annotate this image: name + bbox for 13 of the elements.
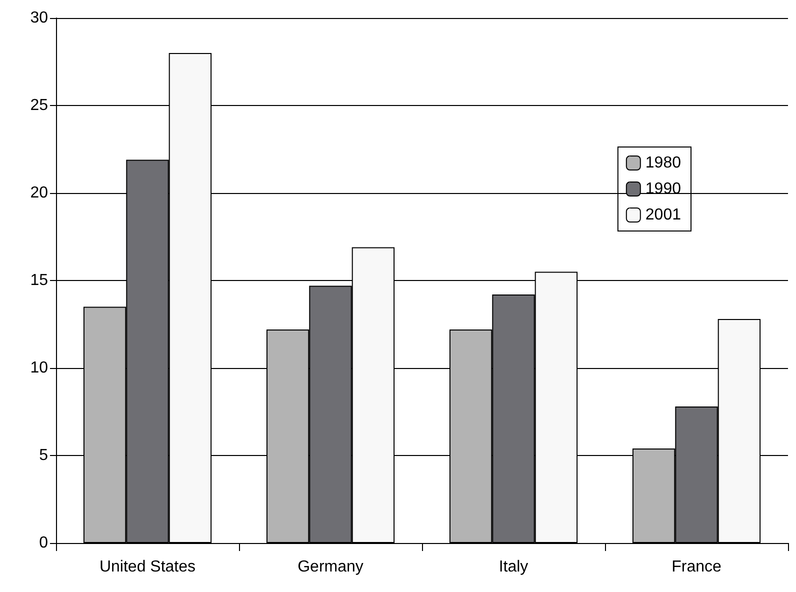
x-tick-label: France [672, 558, 722, 576]
x-tick-label: Italy [498, 558, 528, 576]
y-tick-label: 10 [30, 360, 48, 376]
y-tick-label: 0 [39, 534, 48, 552]
legend-label: 1980 [645, 154, 682, 172]
x-tick-label: United States [99, 558, 196, 576]
y-tick-label: 5 [39, 447, 48, 464]
x-tick-label: Germany [298, 558, 364, 576]
y-tick-label: 30 [30, 10, 48, 26]
legend-label: 2001 [645, 206, 682, 224]
y-tick-label: 25 [30, 97, 48, 114]
y-tick-label: 20 [30, 184, 48, 202]
y-tick-label: 15 [30, 272, 48, 289]
